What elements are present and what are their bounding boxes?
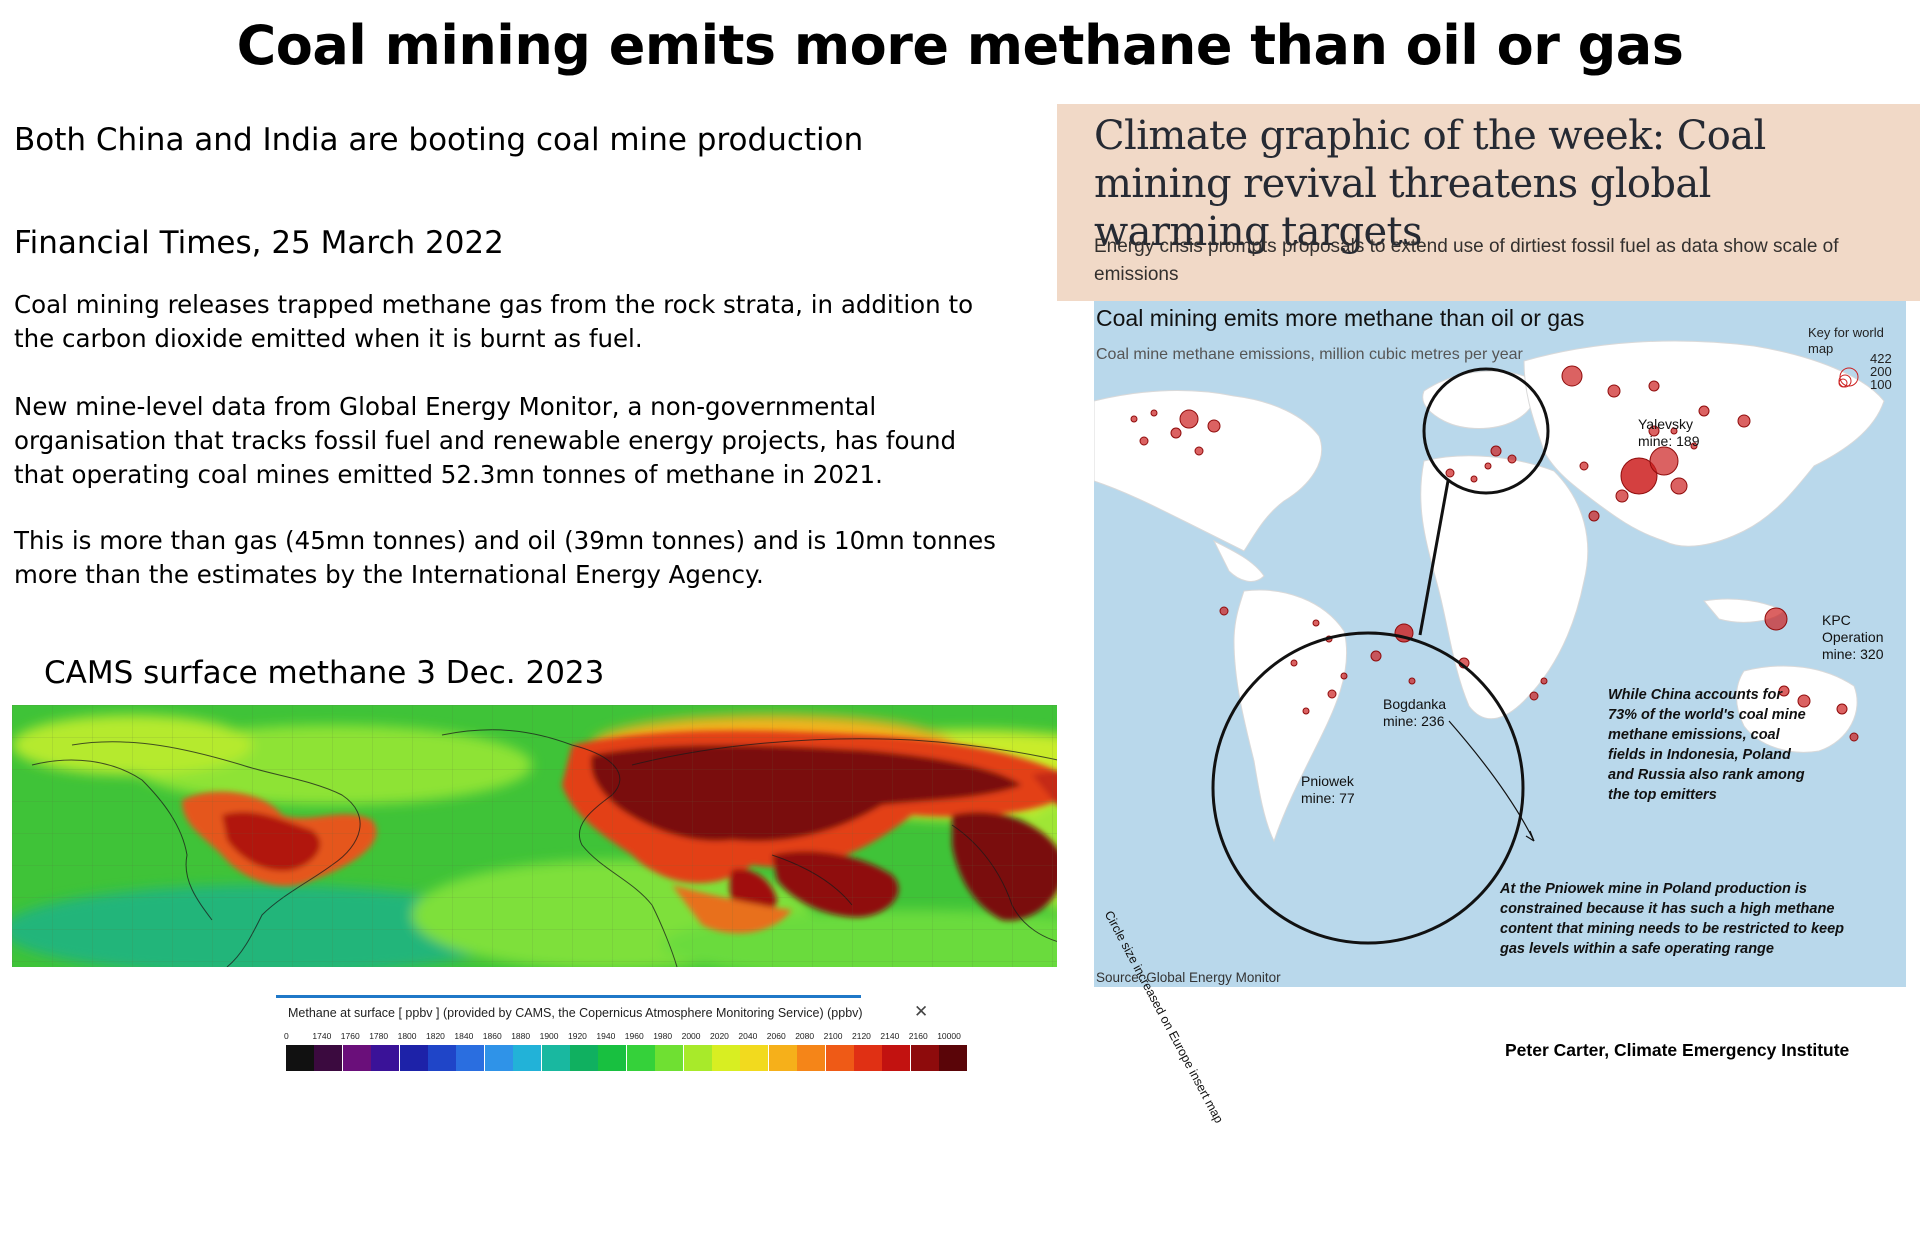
legend-swatch	[598, 1045, 627, 1071]
ft-standfirst: Energy crisis prompts proposals to exten…	[1094, 236, 1839, 285]
note-pniowek: At the Pniowek mine in Poland production…	[1500, 881, 1845, 957]
legend-tick-label: 1900	[539, 1031, 559, 1041]
legend-swatch	[910, 1045, 939, 1071]
paragraph-methane-release: Coal mining releases trapped methane gas…	[14, 290, 974, 353]
world-coal-methane-map	[1093, 340, 1906, 991]
key-value-422: 422	[1870, 351, 1892, 366]
label-yalevsky-mine: Yalevsky mine: 189	[1638, 416, 1700, 449]
world-map-title: Coal mining emits more methane than oil …	[1096, 305, 1585, 331]
legend-swatch	[882, 1045, 911, 1071]
legend-swatch	[541, 1045, 570, 1071]
legend-tick-label: 1880	[511, 1031, 531, 1041]
legend-tick-label: 2020	[710, 1031, 729, 1041]
label-bogdanka-mine: Bogdanka mine: 236	[1383, 696, 1447, 729]
legend-tick-label: 2120	[852, 1031, 871, 1041]
north-america-land	[1093, 390, 1323, 552]
legend-tick-label: 1960	[624, 1031, 644, 1041]
world-map-panel	[1093, 301, 1906, 991]
legend-swatch	[286, 1045, 314, 1071]
world-map-key-label: Key for world map	[1808, 325, 1884, 356]
key-value-200: 200	[1870, 364, 1892, 379]
legend-swatch	[683, 1045, 712, 1071]
legend-swatch	[314, 1045, 343, 1071]
legend-swatch	[456, 1045, 485, 1071]
legend-swatch	[655, 1045, 684, 1071]
legend-swatch	[428, 1045, 456, 1071]
legend-tick-label: 1800	[397, 1031, 417, 1041]
legend-swatch	[513, 1045, 542, 1071]
cams-legend-title: Methane at surface [ ppbv ] (provided by…	[288, 1006, 863, 1020]
cams-methane-map	[12, 705, 1166, 967]
legend-tick-label: 2060	[766, 1031, 786, 1041]
legend-tick-label: 1940	[596, 1031, 616, 1041]
europe-focus-circle	[1422, 367, 1550, 495]
legend-tick-label: 2140	[880, 1031, 900, 1041]
legend-swatch	[712, 1045, 740, 1071]
legend-swatch	[371, 1045, 400, 1071]
legend-tick-label: 2040	[738, 1031, 758, 1041]
paragraph-comparison: This is more than gas (45mn tonnes) and …	[14, 526, 996, 589]
legend-tick-label: 1980	[653, 1031, 673, 1041]
legend-tick-label: 1820	[426, 1031, 445, 1041]
legend-top-rule	[276, 995, 861, 998]
legend-swatch	[939, 1045, 968, 1071]
label-kpc-mine: KPC Operation mine: 320	[1822, 612, 1884, 662]
south-america-land	[1233, 589, 1348, 843]
europe-land	[1422, 370, 1536, 429]
slide-title: Coal mining emits more methane than oil …	[236, 14, 1684, 77]
legend-swatch	[854, 1045, 882, 1071]
australia-land	[1736, 665, 1858, 753]
legend-swatch	[399, 1045, 428, 1071]
world-map-subtitle: Coal mine methane emissions, million cub…	[1096, 346, 1523, 363]
pniowek-note-arrow	[1448, 720, 1535, 842]
label-pniowek-mine: Pniowek mine: 77	[1301, 773, 1355, 806]
legend-swatch	[342, 1045, 371, 1071]
legend-tick-label: 1760	[340, 1031, 360, 1041]
legend-tick-label: 2080	[795, 1031, 815, 1041]
insert-connector	[1418, 480, 1450, 636]
legend-swatch	[768, 1045, 797, 1071]
legend-swatch	[825, 1045, 854, 1071]
europe-insert-circle	[1211, 631, 1525, 945]
cams-map-title: CAMS surface methane 3 Dec. 2023	[44, 655, 605, 691]
legend-tick-label: 1840	[454, 1031, 474, 1041]
world-map-source: Source: Global Energy Monitor	[1096, 970, 1281, 985]
author-credit: Peter Carter, Climate Emergency Institut…	[1505, 1040, 1850, 1060]
legend-tick-label: 1780	[369, 1031, 389, 1041]
key-value-100: 100	[1870, 377, 1892, 392]
legend-tick-label: 10000	[937, 1031, 961, 1041]
emission-circles	[1130, 365, 1859, 742]
slide-subtitle: Both China and India are booting coal mi…	[14, 122, 864, 158]
legend-swatch	[740, 1045, 769, 1071]
legend-tick-label: 2100	[823, 1031, 843, 1041]
legend-tick-label: 0	[284, 1031, 289, 1041]
legend-tick-label: 1860	[482, 1031, 502, 1041]
legend-swatch	[626, 1045, 655, 1071]
legend-tick-label: 1740	[312, 1031, 332, 1041]
close-icon[interactable]: ✕	[914, 1002, 929, 1021]
legend-tick-label: 2000	[681, 1031, 701, 1041]
legend-swatch	[797, 1045, 826, 1071]
central-america-land	[1212, 539, 1265, 582]
ft-headline: Climate graphic of the week: Coal mining…	[1094, 113, 1766, 255]
legend-tick-label: 1920	[568, 1031, 587, 1041]
ft-article-header	[1057, 104, 1920, 301]
paragraph-global-energy-monitor: New mine-level data from Global Energy M…	[14, 392, 957, 489]
note-china-share: While China accounts for 73% of the worl…	[1608, 687, 1806, 803]
source-line: Financial Times, 25 March 2022	[14, 225, 504, 261]
legend-tick-label: 2160	[908, 1031, 928, 1041]
legend-swatch	[570, 1045, 598, 1071]
legend-swatch	[484, 1045, 513, 1071]
